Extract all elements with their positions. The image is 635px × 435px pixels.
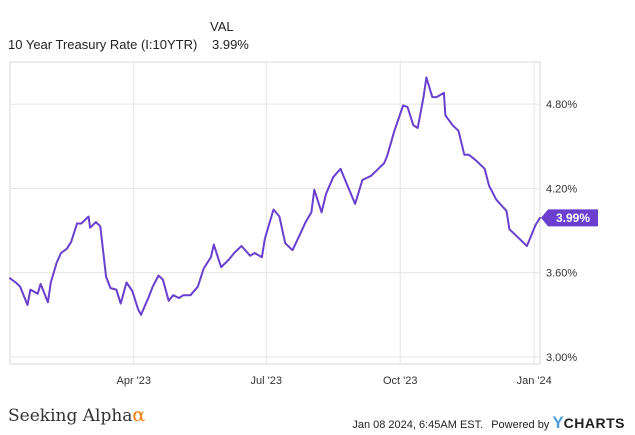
- badge-value: 3.99%: [556, 211, 590, 225]
- y-tick-label: 4.20%: [546, 183, 577, 195]
- y-tick-label: 3.60%: [546, 268, 577, 280]
- y-tick-label: 4.80%: [546, 99, 577, 111]
- legend-series-value: 3.99%: [212, 37, 249, 52]
- grid-lines: [10, 62, 540, 364]
- badge-shape: [541, 209, 598, 227]
- x-tick-label: Jul '23: [251, 375, 282, 387]
- alpha-symbol-icon: α: [132, 404, 146, 426]
- ycharts-wordmark: CHARTS: [563, 415, 625, 431]
- seeking-alpha-logo: Seeking Alphaα: [8, 404, 145, 426]
- x-axis-ticks: Apr '23 Jul '23 Oct '23 Jan '24: [117, 375, 552, 387]
- timestamp: Jan 08 2024, 6:45AM EST.: [352, 419, 484, 431]
- x-tick-label: Jan '24: [517, 375, 552, 387]
- x-tick-label: Oct '23: [383, 375, 418, 387]
- brand-name: Seeking Alpha: [8, 406, 133, 426]
- series-line: [9, 76, 541, 316]
- ycharts-logo-icon: Y: [552, 413, 564, 432]
- y-tick-label: 3.00%: [546, 352, 577, 364]
- y-axis-ticks: 3.00% 3.60% 4.20% 4.80%: [546, 99, 577, 364]
- powered-by-label: Powered by: [491, 419, 550, 431]
- plot-area: [9, 61, 541, 365]
- x-tick-label: Apr '23: [117, 375, 152, 387]
- legend-header: VAL: [210, 19, 234, 34]
- current-value-badge: 3.99%: [541, 209, 598, 227]
- legend-series-name: 10 Year Treasury Rate (I:10YTR): [8, 37, 198, 52]
- footer-credits: Jan 08 2024, 6:45AM EST. Powered by YCHART…: [352, 413, 625, 433]
